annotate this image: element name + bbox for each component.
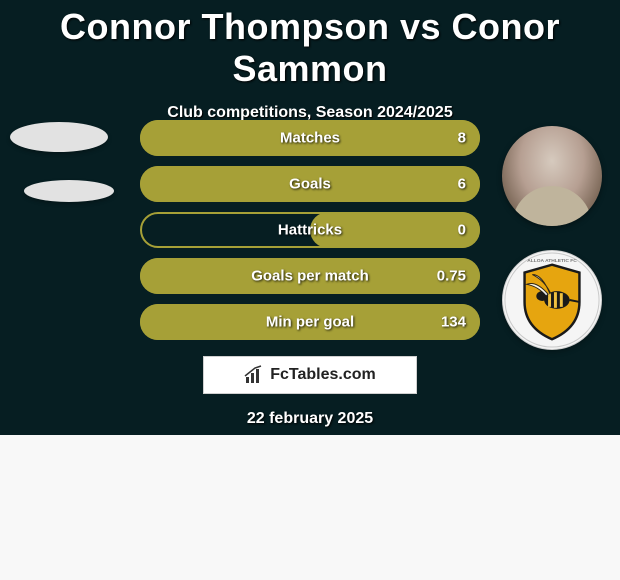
- brand-card: FcTables.com: [203, 356, 417, 394]
- club-badge-svg: ALLOA ATHLETIC FC: [503, 251, 601, 349]
- player-right-avatar: [502, 126, 602, 226]
- stat-label: Goals per match: [251, 268, 369, 285]
- stat-value-right: 6: [458, 176, 466, 193]
- stat-row: Goals per match 0.75: [140, 258, 480, 294]
- stat-row: Goals 6: [140, 166, 480, 202]
- stat-row: Min per goal 134: [140, 304, 480, 340]
- player-right-club-badge: ALLOA ATHLETIC FC: [502, 250, 602, 350]
- stat-value-right: 0: [458, 222, 466, 239]
- stat-label: Matches: [280, 130, 340, 147]
- player-left-avatar-placeholder: [10, 122, 108, 152]
- page-title: Connor Thompson vs Conor Sammon: [0, 0, 620, 90]
- stat-label: Hattricks: [278, 222, 342, 239]
- stat-value-right: 0.75: [437, 268, 466, 285]
- stat-label: Min per goal: [266, 314, 354, 331]
- svg-text:ALLOA ATHLETIC FC: ALLOA ATHLETIC FC: [527, 258, 577, 264]
- stat-label: Goals: [289, 176, 331, 193]
- brand-chart-icon: [244, 365, 264, 385]
- date-text: 22 february 2025: [247, 410, 373, 428]
- stat-value-right: 8: [458, 130, 466, 147]
- comparison-infographic: Connor Thompson vs Conor Sammon Club com…: [0, 0, 620, 580]
- player-left-club-placeholder: [24, 180, 114, 202]
- stat-value-right: 134: [441, 314, 466, 331]
- stat-row: Matches 8: [140, 120, 480, 156]
- brand-text: FcTables.com: [270, 366, 376, 384]
- stats-bars: Matches 8 Goals 6 Hattricks 0 Goals per match 0…: [140, 120, 480, 350]
- stat-row: Hattricks 0: [140, 212, 480, 248]
